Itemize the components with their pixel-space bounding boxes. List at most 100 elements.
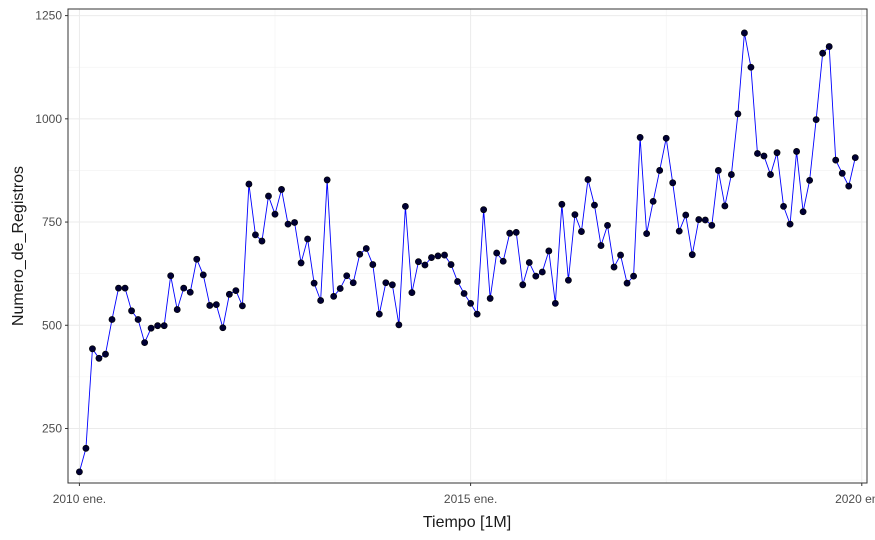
data-point	[708, 221, 716, 229]
data-point	[591, 201, 598, 209]
data-point	[245, 180, 253, 188]
data-point	[675, 227, 683, 235]
data-point	[597, 242, 605, 249]
data-point	[538, 268, 546, 276]
data-point	[793, 148, 800, 155]
data-point	[232, 287, 240, 294]
data-point	[271, 210, 279, 218]
data-point	[336, 285, 344, 292]
data-point	[428, 254, 435, 261]
data-point	[845, 182, 853, 190]
data-point	[160, 322, 168, 330]
data-point	[695, 216, 703, 223]
data-point	[832, 156, 840, 164]
data-point	[121, 284, 129, 292]
data-point	[819, 49, 827, 57]
data-point	[480, 206, 488, 214]
data-point	[467, 299, 474, 307]
data-point	[108, 316, 116, 323]
data-point	[141, 339, 149, 347]
data-point	[519, 281, 527, 289]
data-point	[323, 176, 331, 184]
data-point	[206, 302, 214, 309]
data-point	[806, 176, 814, 184]
data-point	[415, 258, 422, 266]
data-point	[656, 167, 664, 174]
data-point	[838, 169, 846, 177]
data-point	[773, 149, 781, 157]
data-point	[851, 154, 859, 162]
data-point	[649, 198, 657, 205]
data-point	[571, 211, 579, 219]
data-point	[225, 290, 233, 298]
data-point	[564, 276, 572, 284]
data-point	[252, 231, 259, 239]
x-tick-label: 2020 ene.	[835, 492, 875, 506]
data-point	[212, 301, 220, 309]
data-point	[317, 297, 325, 304]
data-point	[741, 29, 748, 37]
data-point	[76, 468, 83, 476]
data-point	[727, 171, 735, 178]
data-point	[134, 316, 142, 323]
data-point	[760, 152, 768, 160]
data-point	[343, 272, 351, 280]
y-tick-label: 1250	[35, 9, 62, 23]
data-point	[754, 150, 761, 157]
data-point	[454, 278, 461, 285]
data-point	[532, 272, 540, 280]
data-point	[115, 284, 122, 292]
data-point	[630, 272, 637, 280]
data-point	[284, 220, 292, 228]
grid-lines	[68, 9, 867, 483]
data-point	[154, 322, 162, 330]
data-point	[747, 63, 755, 71]
data-point	[786, 220, 794, 228]
data-point	[701, 216, 709, 224]
plot-panel	[68, 9, 867, 483]
series-line-layer	[78, 32, 856, 472]
x-tick-label: 2010 ene.	[53, 492, 106, 506]
data-point	[369, 261, 377, 268]
data-point	[682, 211, 690, 219]
data-point	[434, 252, 442, 260]
plot-border	[67, 8, 868, 484]
data-point	[545, 247, 553, 255]
data-point	[493, 249, 501, 257]
data-point	[767, 171, 774, 178]
data-point	[401, 202, 409, 210]
data-point	[525, 259, 533, 266]
data-point	[486, 295, 494, 302]
data-point	[258, 237, 266, 245]
data-point	[147, 324, 155, 332]
data-point	[167, 272, 175, 280]
data-point	[714, 167, 722, 174]
x-axis-ticks: 2010 ene. 2015 ene. 2020 ene.	[53, 483, 875, 506]
data-point	[799, 208, 807, 216]
data-point	[89, 345, 96, 353]
data-point	[362, 245, 370, 252]
data-point	[95, 354, 103, 362]
data-point	[604, 221, 611, 229]
y-axis-ticks: 250 500 750 1000 1250	[35, 9, 68, 435]
x-axis-title: Tiempo [1M]	[423, 514, 511, 531]
data-point	[643, 230, 651, 238]
data-point	[395, 321, 403, 329]
data-point	[512, 228, 520, 236]
data-point	[499, 257, 507, 265]
data-point	[291, 219, 298, 226]
data-point	[193, 255, 201, 263]
data-point	[558, 200, 566, 208]
data-point	[219, 324, 227, 332]
y-tick-label: 1000	[35, 112, 62, 126]
data-point	[636, 134, 644, 141]
data-point	[669, 179, 677, 187]
data-point	[382, 279, 390, 287]
data-point	[780, 202, 787, 210]
data-point	[584, 176, 592, 183]
y-tick-label: 750	[42, 215, 62, 229]
data-point	[551, 299, 559, 307]
data-point	[330, 292, 338, 300]
data-point	[623, 279, 631, 287]
